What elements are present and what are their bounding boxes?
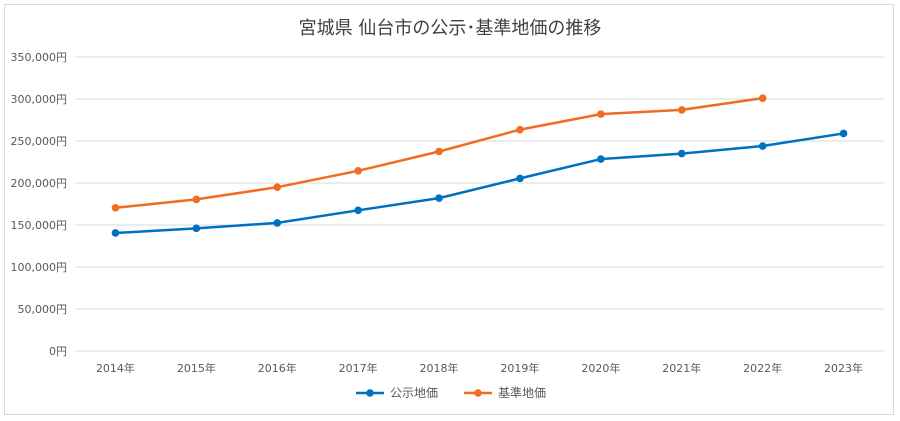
data-point bbox=[597, 155, 605, 163]
x-tick-label: 2017年 bbox=[339, 361, 378, 375]
x-tick-label: 2016年 bbox=[258, 361, 297, 375]
y-tick-label: 150,000円 bbox=[11, 219, 68, 232]
y-tick-label: 200,000円 bbox=[11, 177, 68, 190]
series-line-0 bbox=[114, 132, 845, 235]
y-axis: 0円 50,000円 100,000円 150,000円 200,000円 250,000… bbox=[11, 51, 68, 358]
data-point bbox=[758, 94, 767, 102]
y-tick-label: 350,000円 bbox=[11, 51, 68, 64]
data-point bbox=[597, 110, 605, 118]
x-tick-label: 2023年 bbox=[824, 361, 863, 375]
x-tick-label: 2015年 bbox=[177, 361, 216, 375]
y-tick-label: 50,000円 bbox=[18, 303, 68, 316]
data-point bbox=[435, 194, 443, 202]
data-point bbox=[273, 219, 282, 227]
x-tick-label: 2019年 bbox=[500, 361, 539, 375]
data-point bbox=[758, 142, 767, 150]
data-point bbox=[839, 129, 848, 138]
y-tick-label: 300,000円 bbox=[11, 93, 68, 106]
legend-swatch-marker bbox=[366, 389, 374, 397]
data-point bbox=[677, 106, 686, 114]
x-tick-label: 2021年 bbox=[662, 361, 701, 375]
x-tick-label: 2022年 bbox=[743, 361, 782, 375]
legend-swatch-marker bbox=[474, 389, 482, 397]
x-tick-label: 2014年 bbox=[96, 361, 135, 375]
legend-item[interactable]: 公示地価 bbox=[356, 386, 438, 400]
y-tick-label: 250,000円 bbox=[11, 135, 68, 148]
x-tick-label: 2020年 bbox=[581, 361, 620, 375]
data-point bbox=[354, 206, 362, 215]
data-point bbox=[192, 195, 201, 204]
y-tick-label: 0円 bbox=[49, 345, 67, 358]
legend-item[interactable]: 基準地価 bbox=[464, 385, 546, 400]
data-point bbox=[273, 183, 282, 191]
y-tick-label: 100,000円 bbox=[11, 261, 68, 274]
data-point bbox=[111, 203, 120, 212]
data-point bbox=[516, 174, 524, 183]
chart-frame bbox=[4, 4, 894, 415]
data-point bbox=[354, 167, 362, 175]
series-layer bbox=[111, 94, 848, 237]
data-point bbox=[516, 125, 524, 134]
data-point bbox=[677, 149, 686, 158]
x-tick-label: 2018年 bbox=[420, 361, 459, 375]
data-point bbox=[111, 229, 120, 237]
legend-label: 基準地価 bbox=[498, 385, 546, 400]
legend: 公示地価 基準地価 bbox=[356, 385, 546, 400]
data-point bbox=[192, 224, 201, 233]
chart-title: 宮城県 仙台市の公示･基準地価の推移 bbox=[298, 18, 602, 39]
x-axis: 2014年 2015年 2016年 2017年 2018年 2019年 2020年 2021年… bbox=[96, 361, 863, 375]
data-point bbox=[435, 147, 443, 156]
legend-label: 公示地価 bbox=[390, 386, 438, 400]
